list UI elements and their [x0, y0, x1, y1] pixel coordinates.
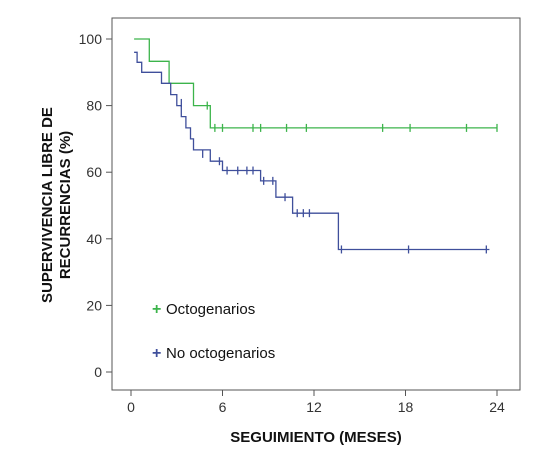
series-layer: [134, 38, 498, 254]
y-tick-label: 0: [94, 364, 102, 380]
y-axis-title-line-2: RECURRENCIAS (%): [57, 131, 74, 279]
legend-marker-octogenarios: +: [152, 301, 161, 318]
series-octogenarios: [134, 38, 498, 132]
plot-border: [111, 17, 521, 391]
legend-item-no-octogenarios: + No octogenarios: [152, 345, 275, 362]
x-tick-label: 24: [489, 399, 505, 415]
y-tick-label: 100: [79, 31, 103, 47]
y-axis-title: SUPERVIVENCIA LIBRE DE RECURRENCIAS (%): [39, 107, 74, 303]
x-axis-title: SEGUIMIENTO (MESES): [230, 429, 401, 446]
legend-marker-no-octogenarios: +: [152, 345, 161, 362]
x-tick-label: 6: [219, 399, 227, 415]
legend-label-octogenarios: Octogenarios: [166, 301, 255, 318]
series-no-octogenarios: [134, 51, 490, 254]
plot-frame: [111, 17, 521, 391]
y-tick-label: 60: [86, 164, 102, 180]
y-tick-label: 20: [86, 297, 102, 313]
y-axis-title-line-1: SUPERVIVENCIA LIBRE DE: [39, 107, 56, 303]
survival-curve-octogenarios: [134, 38, 497, 129]
x-tick-label: 0: [127, 399, 135, 415]
x-tick-label: 18: [398, 399, 414, 415]
tick-layer: 0 6 12 18 24 0 20 40 60 80 100: [79, 31, 505, 415]
legend-label-no-octogenarios: No octogenarios: [166, 345, 275, 362]
legend-item-octogenarios: + Octogenarios: [152, 301, 255, 318]
y-tick-label: 80: [86, 98, 102, 114]
legend: + Octogenarios + No octogenarios: [152, 301, 275, 362]
survival-curve-no-octogenarios: [134, 51, 490, 251]
y-tick-label: 40: [86, 231, 102, 247]
x-tick-label: 12: [306, 399, 322, 415]
